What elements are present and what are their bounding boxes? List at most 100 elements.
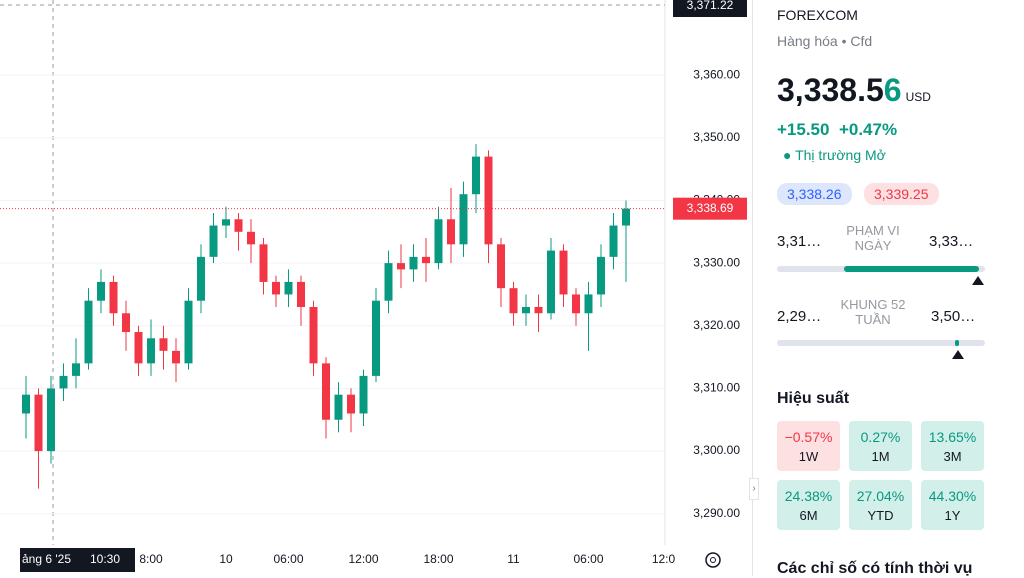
candle-body — [359, 375, 368, 414]
category-text: Hàng hóa — [777, 33, 838, 49]
candle-body — [234, 219, 243, 232]
candle-body — [522, 306, 530, 314]
candle-body — [272, 281, 280, 295]
performance-period: 1Y — [944, 508, 961, 523]
candle-body — [72, 363, 80, 376]
exchange: FOREXCOM — [777, 7, 858, 23]
candle-body — [372, 300, 380, 376]
candle-body — [222, 219, 230, 226]
candle-body — [384, 263, 393, 301]
performance-tile[interactable]: 27.04% YTD — [849, 480, 912, 530]
year-high: 3,50… — [931, 308, 976, 325]
candle-body — [559, 250, 568, 295]
performance-period: 1M — [871, 449, 890, 464]
candle-body — [459, 194, 468, 245]
candle-body — [322, 363, 330, 420]
performance-tile[interactable]: 44.30% 1Y — [921, 480, 984, 530]
performance-period: 1W — [798, 449, 819, 464]
x-tick-label: 12:00 — [348, 552, 378, 566]
candle-body — [347, 394, 355, 414]
performance-period: 3M — [943, 449, 962, 464]
candle-body — [534, 306, 543, 314]
candle-body — [497, 244, 505, 289]
candle-body — [84, 300, 93, 364]
year-bar — [777, 340, 985, 346]
candle-body — [22, 394, 30, 414]
x-tick-label: 06:00 — [273, 552, 303, 566]
currency: USD — [905, 90, 931, 104]
crosshair-price-box — [673, 0, 747, 17]
performance-period: YTD — [867, 508, 894, 523]
candle-body — [284, 281, 293, 295]
candle-body — [472, 156, 480, 195]
crosshair-date: ảng 6 '25 — [22, 552, 71, 566]
sidebar: › FOREXCOM Hàng hóa • Cfd 3,338.56 USD +1… — [749, 0, 1024, 577]
x-tick-label: 06:00 — [573, 552, 603, 566]
performance-value: −0.57% — [784, 429, 833, 445]
candle-body — [184, 300, 193, 364]
category: Hàng hóa • Cfd — [777, 33, 873, 49]
x-tick-label: 12:0 — [652, 552, 676, 566]
performance-tile[interactable]: 13.65% 3M — [921, 421, 984, 471]
last-price-box — [673, 197, 747, 220]
y-tick-label: 3,300.00 — [693, 443, 740, 457]
crosshair-time: 10:30 — [90, 552, 120, 566]
candle-body — [584, 294, 593, 314]
x-tick-label: 11 — [507, 552, 520, 566]
kind: Cfd — [850, 33, 873, 49]
change-abs: +15.50 — [777, 120, 830, 139]
change: +15.50 +0.47% — [777, 120, 897, 140]
change-pct: +0.47% — [838, 120, 898, 139]
y-tick-label: 3,320.00 — [693, 318, 740, 332]
collapse-handle[interactable]: › — [749, 478, 759, 500]
x-tick-label: 10 — [219, 552, 233, 566]
price-last: 6 — [883, 72, 902, 108]
candle-body — [259, 244, 268, 282]
last-price-label: 3,338.69 — [687, 201, 734, 215]
performance-tile[interactable]: −0.57% 1W — [777, 421, 840, 471]
candle-body — [409, 256, 418, 270]
candle-body — [209, 225, 218, 257]
chart: 3,290.00 3,300.00 3,310.00 3,320.00 3,330.00… — [0, 0, 747, 572]
candle-body — [122, 313, 130, 333]
x-tick-label: 18:00 — [423, 552, 453, 566]
candle-body — [334, 394, 343, 420]
performance-tile[interactable]: 24.38% 6M — [777, 480, 840, 530]
candle-body — [172, 350, 180, 364]
ask: 3,339.25 — [864, 183, 939, 205]
settings-icon[interactable] — [705, 552, 721, 568]
day-bar-fill — [844, 266, 979, 272]
performance-value: 13.65% — [928, 429, 977, 445]
candle-body — [422, 256, 430, 264]
candle-body — [97, 281, 105, 301]
performance-period: 6M — [799, 508, 818, 523]
year-bar-fill — [955, 340, 959, 346]
candle-body — [447, 219, 455, 245]
candle-body — [47, 388, 55, 452]
day-high: 3,33… — [929, 233, 974, 250]
candle-body — [397, 263, 405, 270]
candle-body — [509, 288, 518, 314]
status: ● Thị trường Mở — [783, 147, 886, 163]
candle-body — [297, 281, 305, 307]
candle-body — [622, 208, 630, 226]
performance-title: Hiệu suất — [777, 390, 850, 407]
year-label: KHUNG 52 TUẦN — [840, 297, 906, 327]
candle-body — [197, 256, 205, 301]
y-tick-label: 3,360.00 — [693, 67, 740, 81]
performance-value: 44.30% — [928, 488, 977, 504]
performance-tile[interactable]: 0.27% 1M — [849, 421, 912, 471]
performance-value: 0.27% — [860, 429, 901, 445]
day-label: PHẠM VI NGÀY — [846, 223, 900, 253]
day-marker — [972, 276, 984, 285]
candle-body — [597, 256, 605, 295]
seasonal-title: Các chỉ số có tính thời vụ — [777, 560, 973, 577]
bid: 3,338.26 — [777, 183, 852, 205]
price: 3,338.56 USD — [777, 72, 931, 109]
crosshair-price: 3,371.22 — [687, 0, 734, 12]
candle-body — [609, 225, 618, 257]
y-tick-label: 3,310.00 — [693, 381, 740, 395]
y-tick-label: 3,290.00 — [693, 506, 740, 520]
candle-body — [109, 281, 118, 314]
candle-body — [59, 375, 68, 389]
